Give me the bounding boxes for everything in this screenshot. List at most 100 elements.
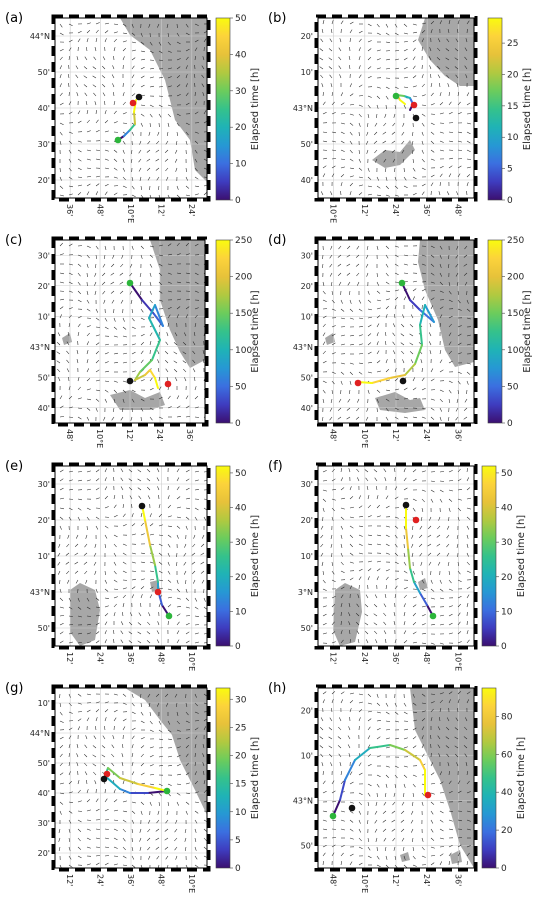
current-arrow bbox=[346, 416, 351, 420]
current-arrow bbox=[385, 298, 390, 301]
current-arrow bbox=[375, 639, 378, 644]
current-arrow bbox=[403, 487, 408, 491]
current-arrow bbox=[320, 525, 324, 530]
current-arrow bbox=[403, 783, 406, 788]
lat-tick-label: 10' bbox=[38, 312, 50, 321]
current-arrow bbox=[194, 82, 196, 88]
current-arrow bbox=[340, 92, 344, 97]
current-arrow bbox=[194, 855, 198, 860]
current-arrow bbox=[113, 504, 117, 509]
current-arrow bbox=[358, 65, 361, 70]
current-arrow bbox=[394, 486, 398, 491]
current-arrow bbox=[346, 272, 351, 276]
current-arrow bbox=[68, 149, 72, 154]
current-arrow bbox=[104, 398, 108, 403]
current-arrow bbox=[412, 736, 417, 740]
current-arrow bbox=[194, 801, 199, 803]
current-arrow bbox=[131, 398, 135, 403]
current-vector-field bbox=[59, 22, 207, 198]
current-arrow bbox=[122, 149, 125, 154]
current-arrow bbox=[367, 801, 370, 806]
land-mass bbox=[372, 140, 415, 168]
current-arrow bbox=[383, 801, 387, 806]
current-arrow bbox=[330, 398, 333, 403]
current-arrow bbox=[77, 702, 82, 705]
current-arrow bbox=[167, 194, 170, 198]
current-arrow bbox=[349, 496, 354, 500]
current-arrow bbox=[331, 516, 334, 521]
colorbar-tick-label: 60 bbox=[501, 750, 513, 760]
colorbar bbox=[215, 17, 231, 201]
current-arrow bbox=[68, 744, 71, 749]
current-arrow bbox=[77, 386, 81, 391]
current-arrow bbox=[385, 305, 389, 310]
current-arrow bbox=[95, 308, 99, 313]
current-arrow bbox=[77, 299, 82, 303]
current-arrow bbox=[194, 828, 197, 833]
current-arrow bbox=[466, 780, 470, 785]
current-arrow bbox=[392, 323, 396, 328]
current-arrow bbox=[367, 576, 370, 581]
current-arrow bbox=[76, 92, 79, 97]
current-arrow bbox=[158, 494, 160, 500]
current-arrow bbox=[320, 753, 324, 758]
colorbar bbox=[487, 17, 503, 201]
current-arrow bbox=[112, 407, 115, 412]
current-arrow bbox=[374, 122, 378, 127]
current-arrow bbox=[120, 486, 124, 491]
current-arrow bbox=[121, 762, 124, 767]
current-arrow bbox=[430, 297, 435, 301]
current-arrow bbox=[439, 614, 444, 617]
colorbar-tick-label: 5 bbox=[235, 836, 241, 846]
current-arrow bbox=[331, 579, 336, 583]
current-arrow bbox=[349, 371, 353, 375]
current-arrow bbox=[176, 579, 179, 584]
current-arrow bbox=[176, 783, 182, 785]
current-arrow bbox=[149, 104, 154, 107]
current-arrow bbox=[466, 861, 469, 866]
current-arrow bbox=[446, 727, 450, 731]
current-arrow bbox=[185, 801, 190, 805]
current-arrow bbox=[104, 597, 109, 599]
current-arrow bbox=[185, 711, 189, 716]
current-arrow bbox=[430, 131, 435, 135]
current-arrow bbox=[337, 272, 342, 276]
current-arrow bbox=[122, 543, 127, 546]
current-arrow bbox=[339, 74, 342, 79]
current-arrow bbox=[439, 166, 444, 169]
current-arrow bbox=[401, 140, 405, 145]
current-arrow bbox=[349, 122, 354, 126]
current-arrow bbox=[167, 395, 171, 400]
current-arrow bbox=[402, 314, 405, 319]
current-arrow bbox=[385, 576, 389, 581]
current-arrow bbox=[339, 762, 342, 767]
current-arrow bbox=[339, 717, 342, 722]
observed-end-marker bbox=[412, 114, 420, 122]
current-arrow bbox=[331, 299, 335, 304]
current-arrow bbox=[376, 176, 380, 181]
current-arrow bbox=[185, 640, 190, 644]
current-arrow bbox=[421, 46, 423, 52]
current-arrow bbox=[340, 140, 345, 144]
lat-tick-label: 50' bbox=[301, 842, 313, 851]
current-arrow bbox=[358, 846, 363, 849]
current-arrow bbox=[322, 498, 327, 502]
current-arrow bbox=[403, 254, 408, 257]
colorbar-title: Elapsed time [h] bbox=[250, 515, 261, 597]
current-arrow bbox=[448, 299, 453, 302]
current-arrow bbox=[68, 864, 73, 868]
current-arrow bbox=[394, 720, 399, 723]
current-arrow bbox=[392, 332, 396, 337]
current-arrow bbox=[95, 254, 97, 259]
current-arrow bbox=[330, 534, 333, 539]
current-arrow bbox=[392, 801, 396, 806]
lat-tick-label: 40' bbox=[38, 789, 50, 798]
current-arrow bbox=[331, 641, 336, 644]
current-arrow bbox=[367, 560, 372, 563]
current-arrow bbox=[66, 570, 70, 575]
current-arrow bbox=[76, 350, 79, 355]
lon-tick-label: 12' bbox=[391, 874, 400, 886]
current-arrow bbox=[158, 801, 160, 806]
current-arrow bbox=[436, 57, 441, 61]
current-arrow bbox=[155, 846, 160, 850]
